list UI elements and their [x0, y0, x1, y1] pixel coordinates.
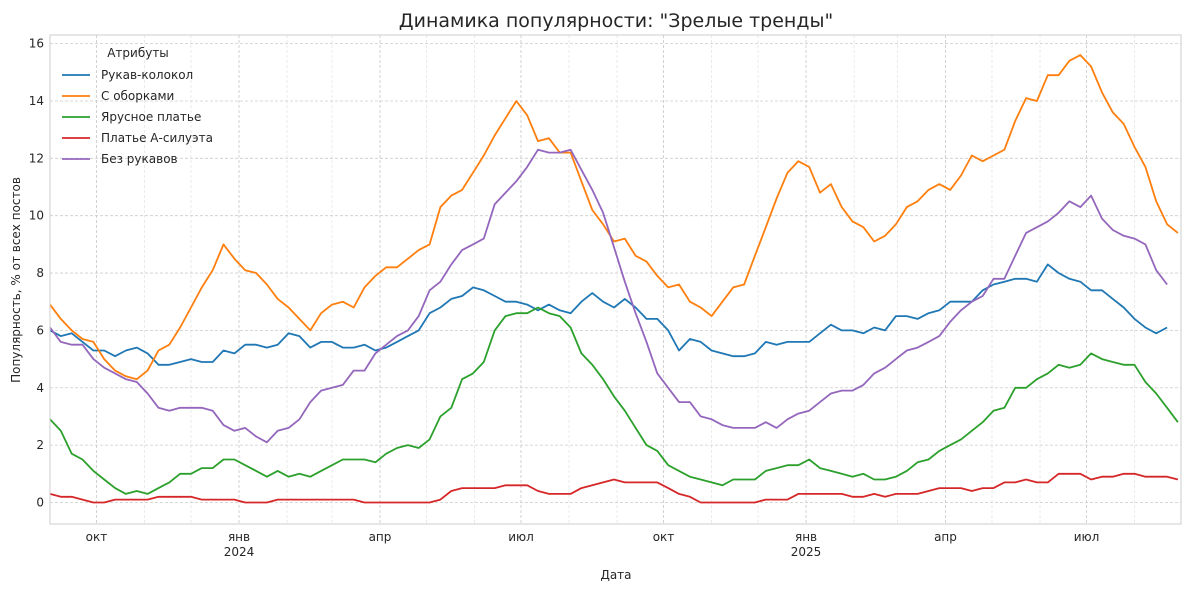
- series-line-1: [49, 263, 1168, 366]
- legend-item-label: Рукав-колокол: [101, 68, 193, 82]
- y-tick-label: 2: [36, 438, 44, 452]
- y-tick-label: 10: [29, 209, 44, 223]
- x-tick-year-label: 2025: [791, 545, 822, 559]
- legend: Атрибуты Рукав-колокол С оборками Ярусное …: [62, 46, 213, 166]
- y-tick-label: 0: [36, 495, 44, 509]
- y-tick-label: 6: [36, 323, 44, 337]
- series-line-3: [49, 306, 1179, 495]
- x-tick-year-label: 2024: [224, 545, 255, 559]
- x-tick-label: янв: [795, 530, 817, 544]
- x-tick-label: окт: [653, 530, 675, 544]
- legend-item-label: Без рукавов: [101, 152, 178, 166]
- series-line-5: [49, 148, 1168, 444]
- x-tick-label: окт: [86, 530, 108, 544]
- legend-item-label: С оборками: [101, 89, 174, 103]
- y-tick-label: 8: [36, 266, 44, 280]
- y-tick-label: 12: [29, 151, 44, 165]
- legend-item-label: Ярусное платье: [101, 110, 201, 124]
- series-lines: [49, 54, 1179, 504]
- y-tick-label: 16: [29, 37, 44, 51]
- series-line-2: [49, 54, 1179, 381]
- plot-border: [49, 34, 1182, 525]
- x-tick-label: апр: [934, 530, 957, 544]
- legend-title: Атрибуты: [107, 46, 169, 60]
- y-tick-label: 4: [36, 381, 44, 395]
- series-line-4: [49, 472, 1179, 504]
- y-axis-label: Популярность, % от всех постов: [9, 177, 23, 383]
- x-tick-label: апр: [369, 530, 392, 544]
- y-tick-label: 14: [29, 94, 44, 108]
- chart-title: Динамика популярности: "Зрелые тренды": [399, 10, 833, 32]
- x-tick-label: июл: [508, 530, 534, 544]
- plot-frame: [49, 34, 1182, 525]
- x-tick-label: янв: [228, 530, 250, 544]
- x-axis-label: Дата: [600, 568, 631, 582]
- x-tick-label: июл: [1074, 530, 1100, 544]
- y-axis-ticks: 0 2 4 6 8 10 12 14 16: [29, 37, 44, 510]
- legend-item-label: Платье А-силуэта: [101, 131, 213, 145]
